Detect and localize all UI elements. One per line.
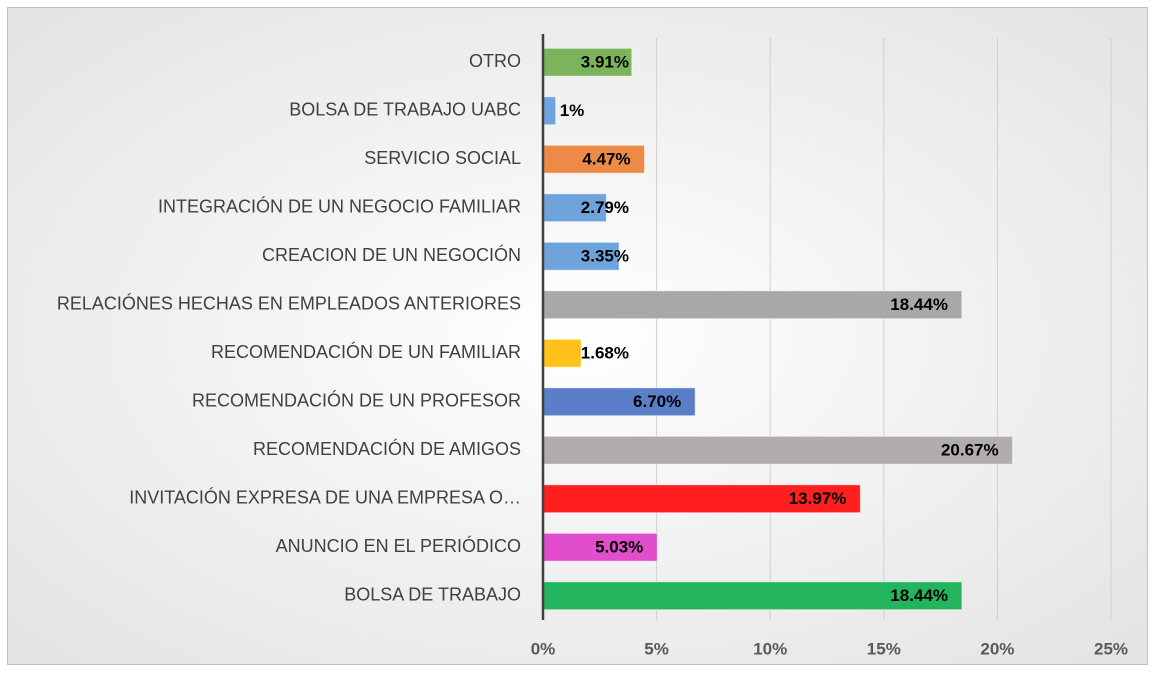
y-tick-label: BOLSA DE TRABAJO [344, 585, 521, 605]
value-label: 1% [560, 101, 585, 120]
y-tick-label: INTEGRACIÓN DE UN NEGOCIO FAMILIAR [158, 196, 521, 217]
y-tick-label: CREACION DE UN NEGOCIÓN [262, 244, 521, 265]
y-tick-label: RELACIÓNES HECHAS EN EMPLEADOS ANTERIORE… [57, 293, 521, 314]
y-tick-label: OTRO [469, 51, 521, 71]
y-tick-label: BOLSA DE TRABAJO UABC [289, 100, 521, 120]
y-tick-label: RECOMENDACIÓN DE AMIGOS [253, 438, 521, 459]
value-label: 3.35% [581, 247, 629, 266]
bar [542, 338, 582, 368]
x-tick-label: 5% [644, 639, 669, 658]
value-label: 18.44% [890, 586, 948, 605]
y-tick-label: RECOMENDACIÓN DE UN FAMILIAR [211, 341, 521, 362]
value-label: 2.79% [581, 198, 629, 217]
bar [542, 532, 658, 562]
bar [542, 193, 607, 223]
x-tick-label: 20% [980, 639, 1014, 658]
value-label: 6.70% [633, 392, 681, 411]
x-tick-label: 25% [1094, 639, 1128, 658]
x-tick-label: 15% [867, 639, 901, 658]
y-tick-label: SERVICIO SOCIAL [364, 148, 521, 168]
value-label: 20.67% [941, 441, 999, 460]
x-tick-label: 0% [531, 639, 556, 658]
y-tick-label: ANUNCIO EN EL PERIÓDICO [276, 535, 521, 556]
y-tick-label: RECOMENDACIÓN DE UN PROFESOR [192, 390, 521, 411]
bar [542, 96, 557, 126]
value-label: 5.03% [595, 538, 643, 557]
y-tick-label: INVITACIÓN EXPRESA DE UNA EMPRESA O… [129, 487, 521, 508]
bar [542, 290, 963, 320]
value-label: 13.97% [789, 489, 847, 508]
bar [542, 144, 646, 174]
bar [542, 484, 861, 514]
value-label: 3.91% [581, 53, 629, 72]
bar [542, 435, 1014, 465]
bar [542, 581, 963, 611]
value-label: 4.47% [582, 150, 630, 169]
bar [542, 241, 620, 271]
value-label: 18.44% [890, 295, 948, 314]
x-tick-label: 10% [753, 639, 787, 658]
value-label: 1.68% [581, 344, 629, 363]
bar [542, 387, 696, 417]
